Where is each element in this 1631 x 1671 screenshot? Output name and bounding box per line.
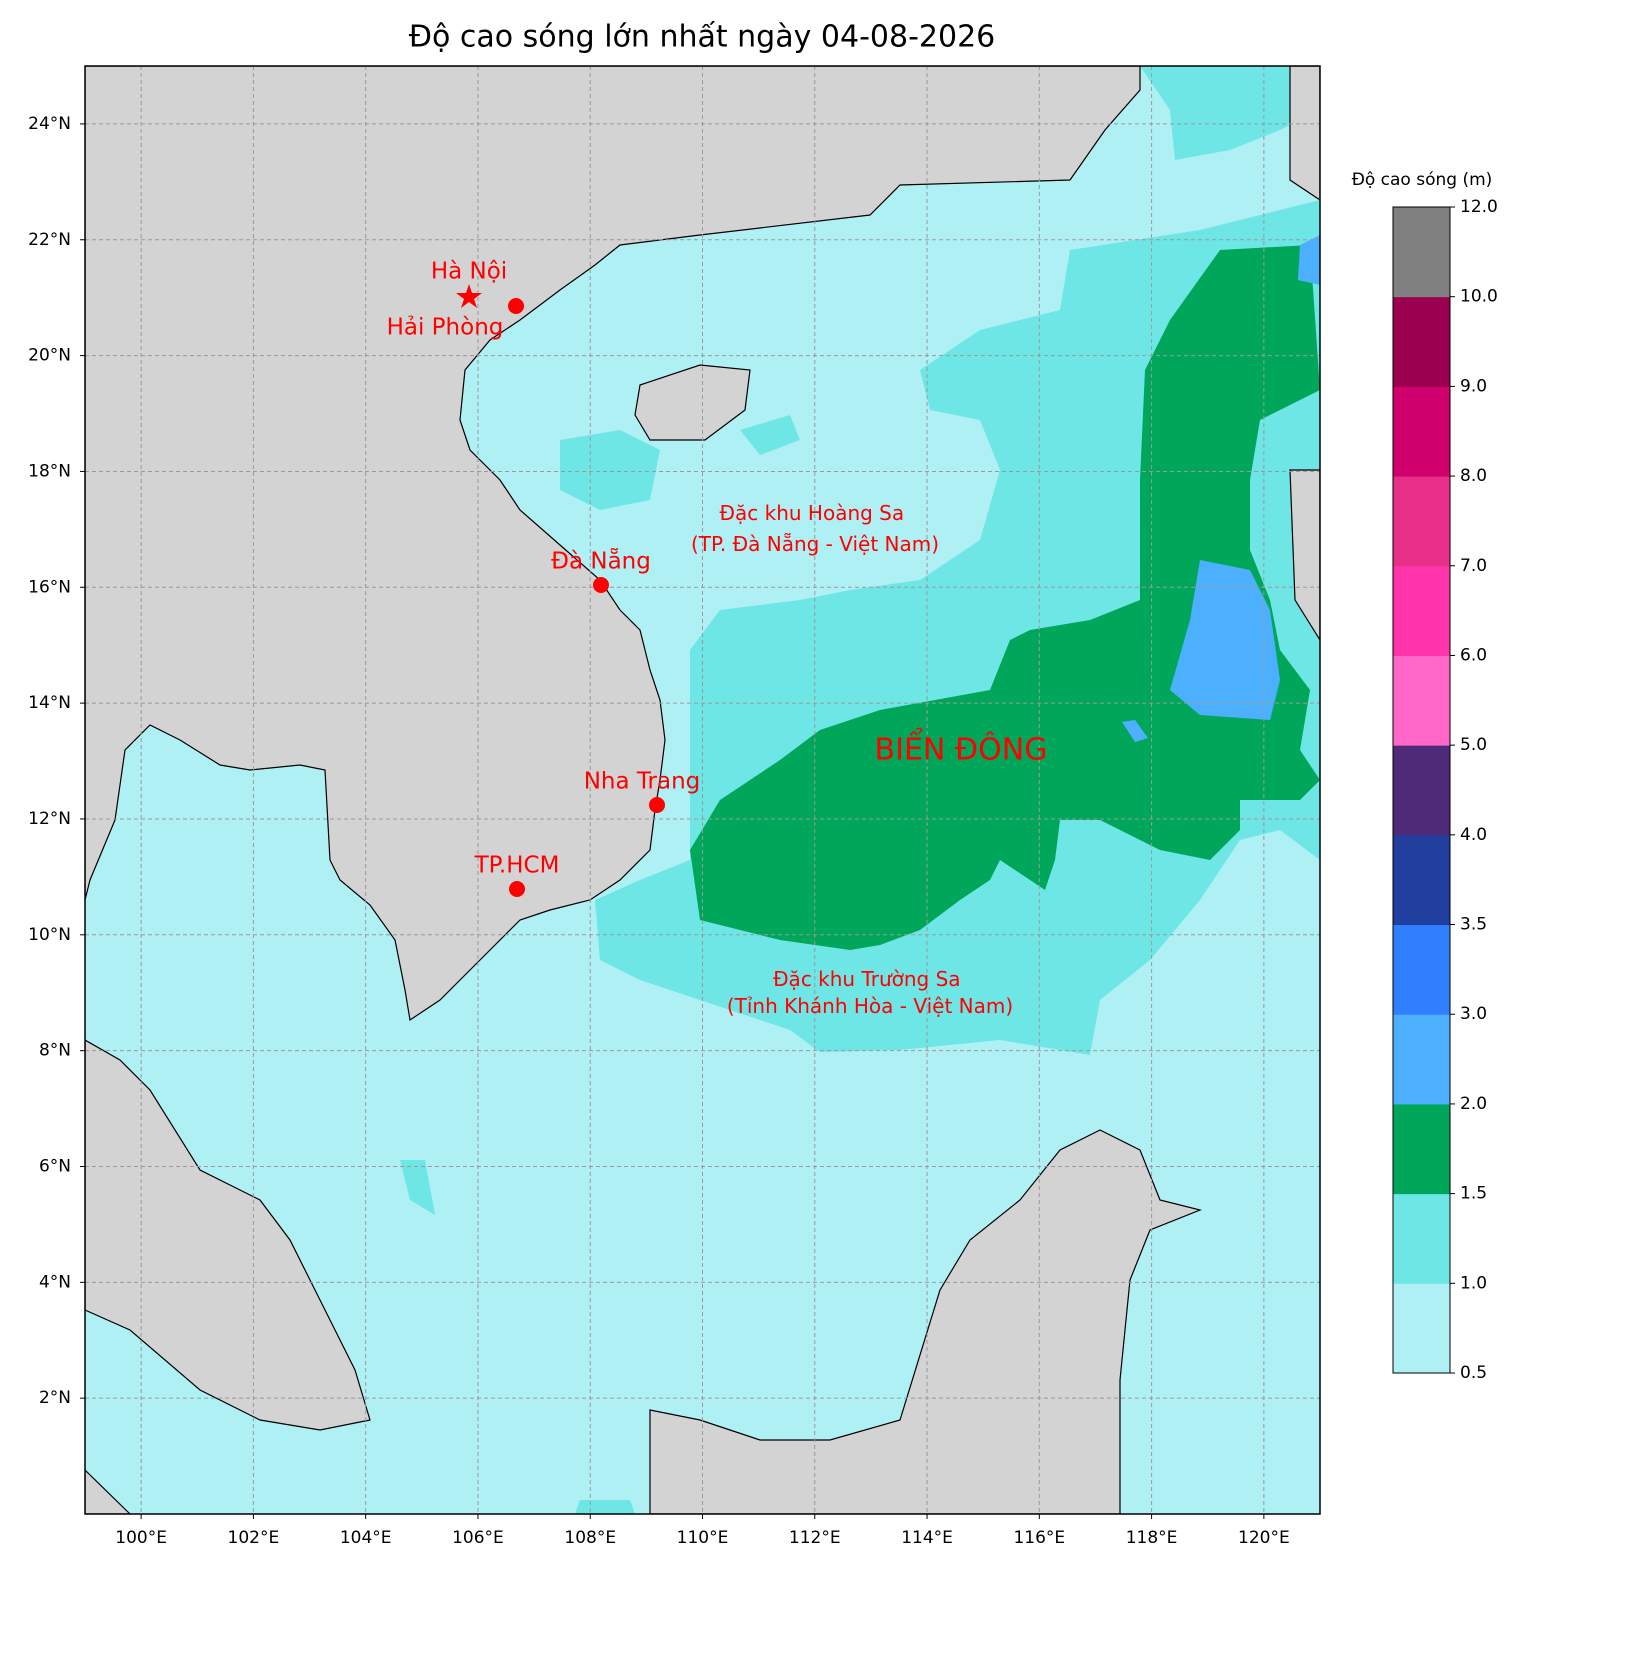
colorbar-tick-label: 3.0 [1460, 1004, 1487, 1024]
colorbar-segment [1393, 565, 1450, 656]
y-tick-label: 22°N [28, 230, 71, 250]
land [85, 66, 1320, 1514]
x-tick-label: 102°E [228, 1528, 280, 1548]
colorbar-segment [1393, 1014, 1450, 1105]
colorbar-tick-label: 3.5 [1460, 915, 1487, 935]
wave-zone [1298, 235, 1320, 285]
y-tick-label: 6°N [39, 1156, 71, 1176]
wave-zone [560, 430, 660, 510]
colorbar-tick-label: 1.5 [1460, 1184, 1487, 1204]
y-tick-label: 24°N [28, 114, 71, 134]
axis-ticks: 100°E 102°E 104°E 106°E 108°E 110°E 112°E 114°E… [28, 114, 1290, 1548]
annotation-line: Đặc khu Trường Sa [773, 967, 961, 991]
capital-marker [456, 284, 482, 308]
land-sumatra [85, 1469, 131, 1514]
land-luzon [1289, 66, 1320, 201]
y-tick-label: 2°N [39, 1388, 71, 1408]
colorbar-segment [1393, 655, 1450, 746]
title: Độ cao sóng lớn nhất ngày 04-08-2026 [409, 20, 996, 55]
colorbar-tick-label: 5.0 [1460, 735, 1487, 755]
colorbar-segment [1393, 834, 1450, 926]
colorbar-tick-label: 9.0 [1460, 376, 1487, 396]
colorbar-segment [1393, 924, 1450, 1015]
wave-zone [1122, 720, 1148, 742]
city-marker [509, 881, 525, 897]
land-mainland [85, 66, 1141, 1022]
colorbar-title: Độ cao sóng (m) [1352, 170, 1493, 190]
annotation-line: (TP. Đà Nẵng - Việt Nam) [691, 532, 939, 556]
annotation-line: (Tỉnh Khánh Hòa - Việt Nam) [727, 994, 1013, 1018]
colorbar-segment [1393, 1193, 1450, 1284]
place-label: Đà Nẵng [551, 547, 651, 575]
place-label: Nha Trang [584, 769, 701, 795]
city-marker [649, 797, 665, 813]
map-field [85, 66, 1320, 1514]
x-tick-label: 114°E [901, 1528, 953, 1548]
x-tick-label: 120°E [1238, 1528, 1290, 1548]
colorbar-frame [1392, 206, 1451, 1374]
wave-zone [400, 1160, 435, 1215]
colorbar-tick-label: 0.5 [1460, 1363, 1487, 1383]
x-tick-label: 104°E [340, 1528, 392, 1548]
colorbar-tick-label: 8.0 [1460, 466, 1487, 486]
place-label: Hải Phòng [387, 315, 504, 341]
colorbar-tick-label: 6.0 [1460, 645, 1487, 665]
wave-zone [690, 245, 1320, 950]
colorbar-segment [1393, 1103, 1450, 1195]
colorbar-tick-label: 2.0 [1460, 1094, 1487, 1114]
wave-zone [740, 415, 800, 455]
place-label: TP.HCM [474, 853, 560, 879]
x-tick-label: 118°E [1126, 1528, 1178, 1548]
y-tick-label: 4°N [39, 1272, 71, 1292]
sea-label: BIỂN ĐÔNG [875, 727, 1048, 768]
y-tick-label: 12°N [28, 809, 71, 829]
y-tick-label: 14°N [28, 693, 71, 713]
annotation-line: Đặc khu Hoàng Sa [720, 501, 905, 525]
x-tick-label: 116°E [1013, 1528, 1065, 1548]
colorbar-segment [1393, 207, 1450, 298]
annotation: Đặc khu Trường Sa (Tỉnh Khánh Hòa - Việt… [727, 967, 1013, 1018]
y-tick-label: 20°N [28, 346, 71, 366]
land-hainan [634, 364, 751, 441]
wave-zone [575, 1500, 635, 1514]
colorbar-tick-label: 10.0 [1460, 287, 1498, 307]
colorbar-segment [1393, 476, 1450, 567]
x-tick-label: 100°E [115, 1528, 167, 1548]
land-borneo [649, 1129, 1202, 1514]
place-label: Hà Nội [431, 259, 507, 285]
places: Hà Nội Hải Phòng Đà Nẵng Nha Trang TP.HC… [387, 259, 701, 897]
y-tick-label: 10°N [28, 925, 71, 945]
grid [85, 66, 1320, 1514]
land-philippines [1289, 469, 1320, 642]
colorbar-tick-label: 12.0 [1460, 197, 1498, 217]
land-malaya [85, 1039, 371, 1431]
colorbar-tick-label: 7.0 [1460, 556, 1487, 576]
colorbar-segment [1393, 296, 1450, 387]
city-marker [508, 298, 524, 314]
annotation: Đặc khu Hoàng Sa (TP. Đà Nẵng - Việt Nam… [691, 501, 939, 556]
colorbar-segment [1393, 1283, 1450, 1374]
x-tick-label: 106°E [452, 1528, 504, 1548]
colorbar-segment [1393, 745, 1450, 836]
y-tick-label: 8°N [39, 1041, 71, 1061]
city-marker [593, 577, 609, 593]
colorbar-tick-label: 1.0 [1460, 1273, 1487, 1293]
y-tick-label: 16°N [28, 577, 71, 597]
x-tick-label: 110°E [677, 1528, 729, 1548]
colorbar-segment [1393, 386, 1450, 477]
colorbar-tick-label: 4.0 [1460, 825, 1487, 845]
x-tick-label: 112°E [789, 1528, 841, 1548]
x-tick-label: 108°E [564, 1528, 616, 1548]
y-tick-label: 18°N [28, 461, 71, 481]
colorbar: 0.5 1.0 1.5 2.0 3.0 3.5 4.0 5.0 6.0 7.0 8.0 9.0 10.0… [1393, 197, 1498, 1383]
wave-zone [1140, 66, 1320, 160]
wave-zone [1170, 560, 1280, 720]
